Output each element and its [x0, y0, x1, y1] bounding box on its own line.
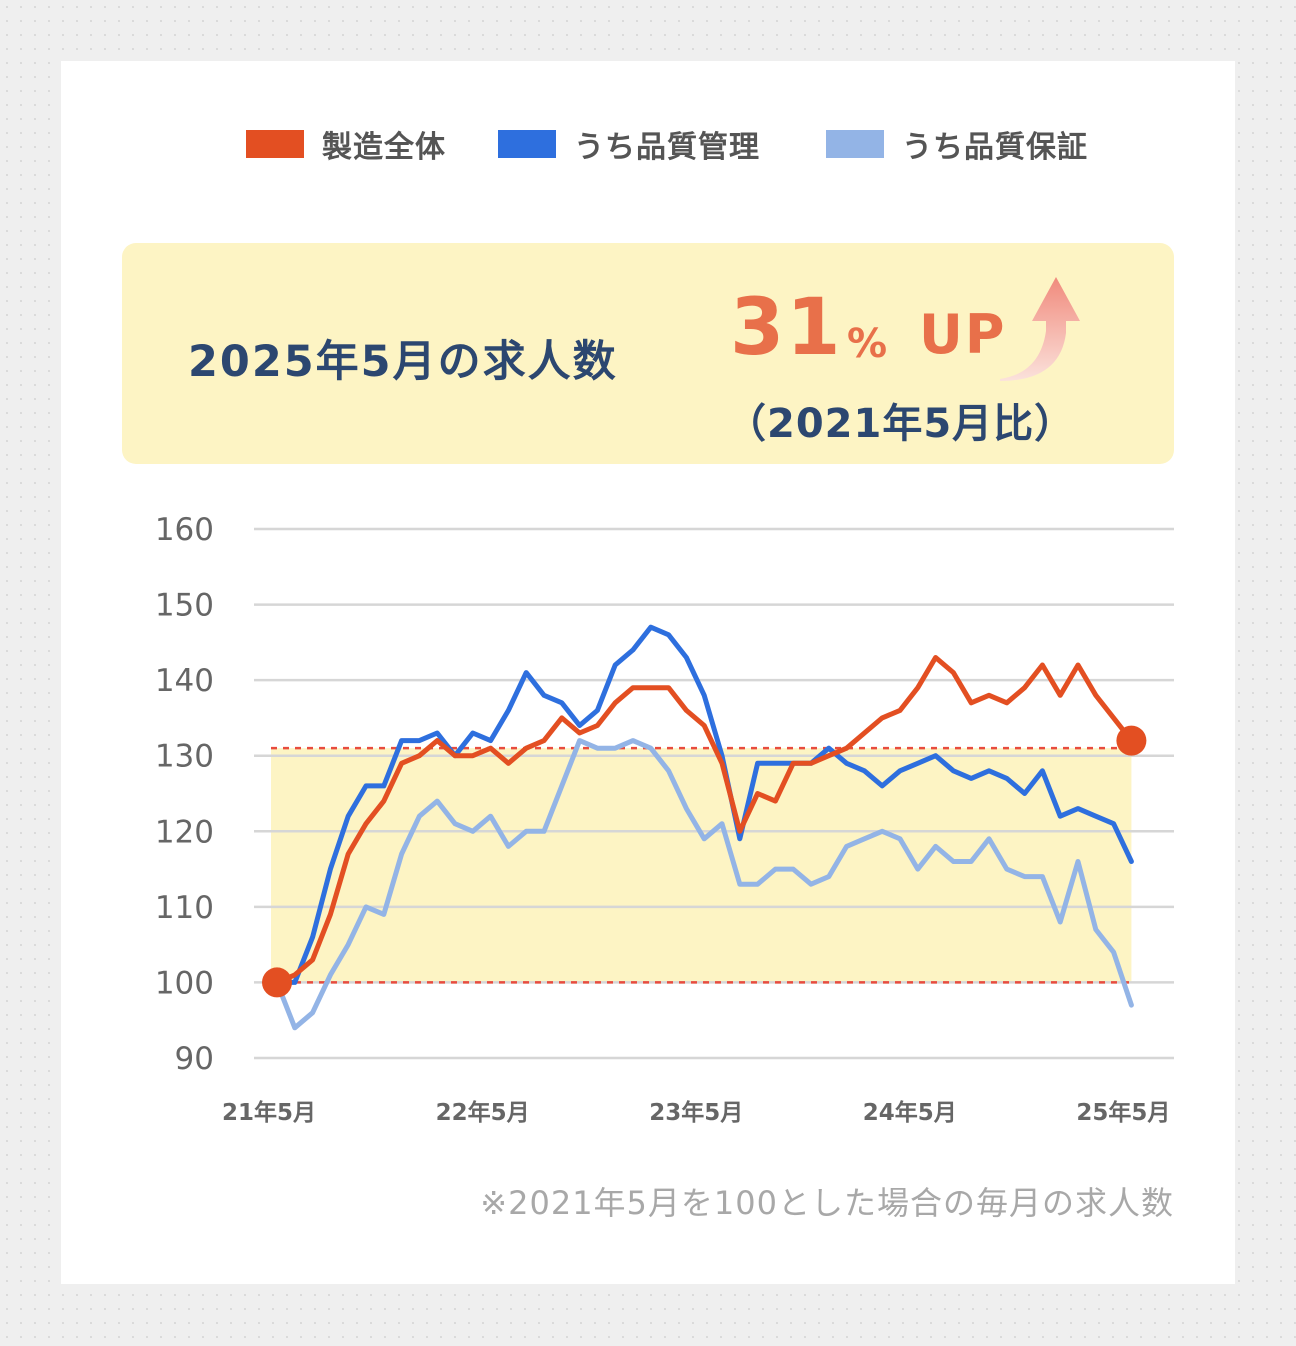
y-tick-label: 110 [155, 890, 214, 926]
up-label: UP [919, 303, 1007, 366]
series-line [274, 738, 1134, 1031]
y-tick-label: 160 [155, 512, 214, 548]
increase-value: 31 [730, 283, 843, 373]
legend-item-manufacturing: 製造全体 [246, 122, 446, 166]
x-tick-label: 23年5月 [649, 1099, 743, 1126]
y-tick-label: 120 [155, 814, 214, 850]
x-tick-label: 22年5月 [436, 1099, 530, 1126]
series-line [274, 624, 1134, 985]
legend-item-quality-control: うち品質管理 [498, 122, 760, 166]
y-tick-label: 100 [155, 965, 214, 1001]
highlight-band [271, 748, 1132, 983]
legend-label: うち品質管理 [574, 130, 760, 165]
series-marker [1116, 725, 1147, 756]
series-line [274, 655, 1134, 985]
percent-sign: % [847, 321, 888, 367]
up-arrow-icon [1000, 277, 1080, 381]
legend-label: うち品質保証 [902, 130, 1088, 165]
x-tick-label: 21年5月 [222, 1099, 316, 1126]
x-tick-label: 25年5月 [1076, 1099, 1170, 1126]
legend-item-quality-assurance: うち品質保証 [826, 122, 1088, 166]
summary-banner: 2025年5月の求人数 31 % UP （2021年5月比） [122, 243, 1174, 464]
legend-swatch [246, 130, 304, 158]
y-tick-label: 130 [155, 739, 214, 775]
y-tick-label: 140 [155, 663, 214, 699]
legend-swatch [498, 130, 556, 158]
legend-label: 製造全体 [322, 130, 446, 165]
y-tick-label: 90 [175, 1041, 214, 1077]
legend: 製造全体 うち品質管理 うち品質保証 [0, 122, 1296, 166]
legend-swatch [826, 130, 884, 158]
footnote: ※2021年5月を100とした場合の毎月の求人数 [480, 1184, 1174, 1222]
banner-title: 2025年5月の求人数 [188, 337, 618, 387]
series-marker [262, 967, 292, 998]
comparison-note: （2021年5月比） [726, 401, 1076, 447]
x-tick-label: 24年5月 [863, 1099, 957, 1126]
y-tick-label: 150 [155, 588, 214, 624]
